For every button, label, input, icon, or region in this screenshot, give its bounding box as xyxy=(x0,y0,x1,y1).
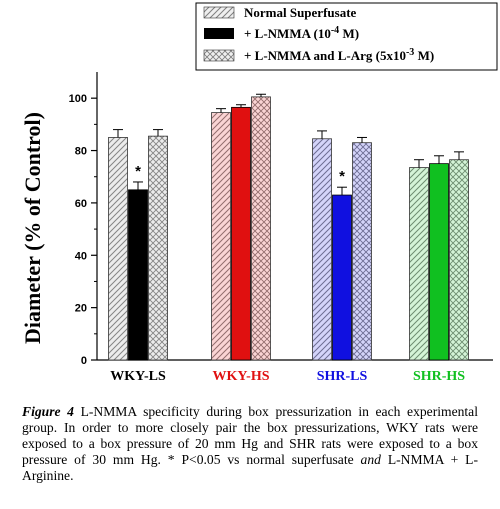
bar-hatch xyxy=(352,142,372,360)
y-tick-label: 0 xyxy=(81,355,87,367)
y-tick-label: 100 xyxy=(69,93,87,105)
bar xyxy=(231,106,251,361)
x-category-label: SHR-LS xyxy=(317,369,368,384)
bar xyxy=(128,189,148,361)
significance-marker: * xyxy=(339,168,345,185)
bar-hatch xyxy=(449,159,469,360)
bar xyxy=(429,163,449,361)
legend-box xyxy=(195,2,498,71)
chart-axes: 0 20 40 60 80 100 Diameter (% of Control) xyxy=(20,72,493,367)
caption-and: and xyxy=(360,452,381,467)
x-category-label: SHR-HS xyxy=(413,369,465,384)
bar-hatch xyxy=(148,136,168,360)
y-tick-label: 20 xyxy=(75,303,87,315)
bar-hatch xyxy=(409,167,429,360)
y-tick-label: 80 xyxy=(75,146,87,158)
legend-label: + L-NMMA (10-4 M) xyxy=(244,25,359,41)
caption-label: Figure 4 xyxy=(22,404,74,419)
legend-label: + L-NMMA and L-Arg (5x10-3 M) xyxy=(244,47,434,63)
bar-hatch xyxy=(251,96,271,360)
y-axis-label: Diameter (% of Control) xyxy=(20,112,45,344)
bar-chart: Normal Superfusate + L-NMMA (10-4 M) + L-N… xyxy=(20,2,498,384)
legend-label: Normal Superfusate xyxy=(244,5,357,20)
y-tick-label: 40 xyxy=(75,250,87,262)
legend-swatch-hatch xyxy=(204,7,234,18)
figure-caption: Figure 4 L-NMMA specificity during box p… xyxy=(22,404,478,484)
chart-bars xyxy=(108,93,469,361)
chart-labels: WKY-LS WKY-HS SHR-LS SHR-HS * * xyxy=(110,163,465,384)
x-category-label: WKY-LS xyxy=(110,369,166,384)
caption-text-1: L-NMMA specificity during box pressuriza… xyxy=(22,404,478,467)
legend-swatch-hatch xyxy=(204,50,234,61)
bar-hatch xyxy=(312,138,332,360)
legend-swatch xyxy=(204,28,234,39)
chart-legend: Normal Superfusate + L-NMMA (10-4 M) + L-N… xyxy=(195,2,498,71)
caption-text-2: L-NMMA + L-Arginine. xyxy=(22,452,478,483)
bar-hatch xyxy=(211,112,231,360)
x-category-label: WKY-HS xyxy=(212,369,269,384)
bar-hatch xyxy=(108,137,128,360)
bar xyxy=(332,194,352,361)
significance-marker: * xyxy=(135,163,141,180)
y-tick-label: 60 xyxy=(75,198,87,210)
legend-swatch xyxy=(203,6,235,19)
legend-swatch xyxy=(203,49,235,62)
